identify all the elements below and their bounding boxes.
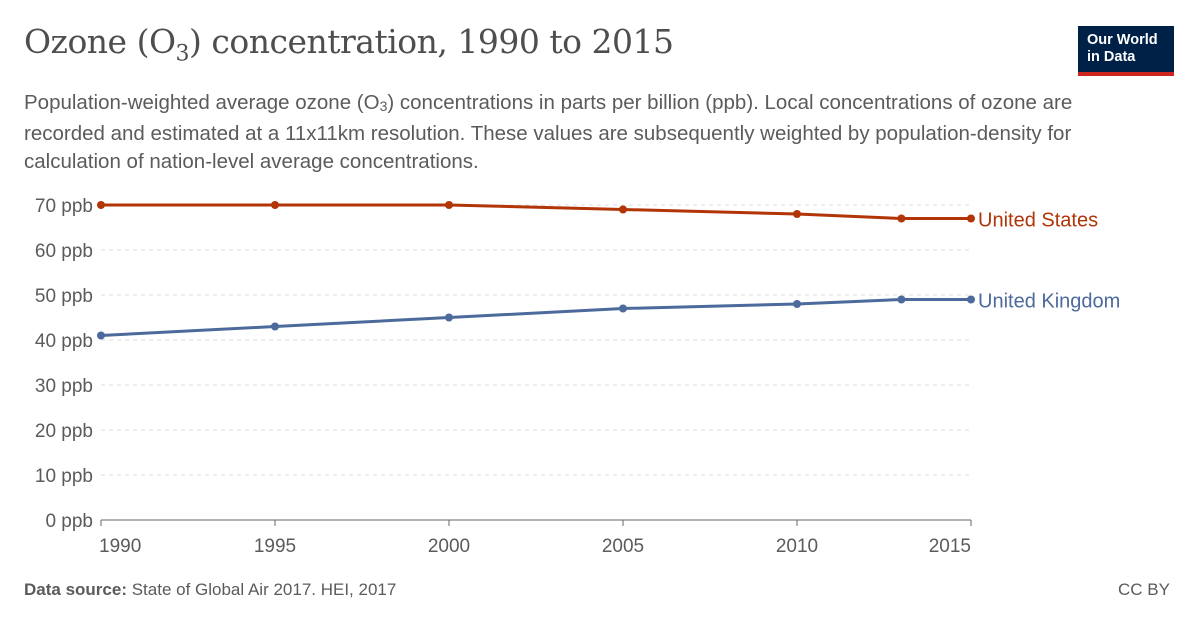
y-tick-label: 60 ppb (35, 241, 93, 262)
data-point[interactable] (967, 214, 975, 223)
x-tick-label: 2010 (776, 536, 818, 557)
y-tick-label: 70 ppb (35, 196, 93, 217)
data-point[interactable] (619, 304, 627, 313)
data-point[interactable] (271, 201, 279, 209)
axis-layer: 0 ppb 10 ppb 20 ppb 30 ppb 40 ppb 50 ppb 60 pp… (35, 196, 972, 557)
data-point[interactable] (793, 300, 801, 308)
series-label[interactable]: United Kingdom (978, 291, 1120, 313)
series-layer (97, 201, 975, 340)
data-point[interactable] (445, 201, 453, 209)
series-line[interactable] (101, 203, 971, 220)
x-tick-label: 2000 (428, 536, 470, 557)
grid-layer (101, 204, 971, 476)
data-point[interactable] (445, 313, 453, 322)
data-point[interactable] (619, 205, 627, 214)
y-tick-label: 0 ppb (45, 511, 93, 532)
y-tick-label: 50 ppb (35, 286, 93, 307)
y-tick-label: 30 ppb (35, 376, 93, 397)
data-point[interactable] (97, 201, 105, 209)
data-point[interactable] (897, 214, 906, 223)
data-point[interactable] (793, 210, 801, 218)
data-point[interactable] (967, 295, 975, 304)
x-tick-label: 2005 (602, 536, 644, 557)
data-point[interactable] (97, 331, 105, 340)
our-world-in-data-logo[interactable]: Our World in Data (1078, 26, 1174, 76)
y-tick-label: 40 ppb (35, 331, 93, 352)
data-source: Data source: State of Global Air 2017. H… (24, 580, 397, 599)
logo-line-2: in Data (1087, 49, 1136, 65)
x-tick-label: 1995 (254, 536, 296, 557)
y-tick-label: 20 ppb (35, 421, 93, 442)
data-point[interactable] (271, 322, 279, 331)
y-tick-label: 10 ppb (35, 466, 93, 487)
data-point[interactable] (897, 295, 906, 304)
chart-subtitle: Population-weighted average ozone (O3) c… (24, 91, 1073, 173)
series-label[interactable]: United States (978, 210, 1098, 232)
x-tick-label: 2015 (929, 536, 971, 557)
logo-line-1: Our World (1087, 32, 1158, 48)
label-layer: United States United Kingdom (978, 210, 1120, 313)
series-line[interactable] (100, 298, 971, 337)
x-tick-label: 1990 (99, 536, 141, 557)
chart-title: Ozone (O3) concentration, 1990 to 2015 (24, 22, 674, 67)
license-label[interactable]: CC BY (1118, 580, 1170, 599)
